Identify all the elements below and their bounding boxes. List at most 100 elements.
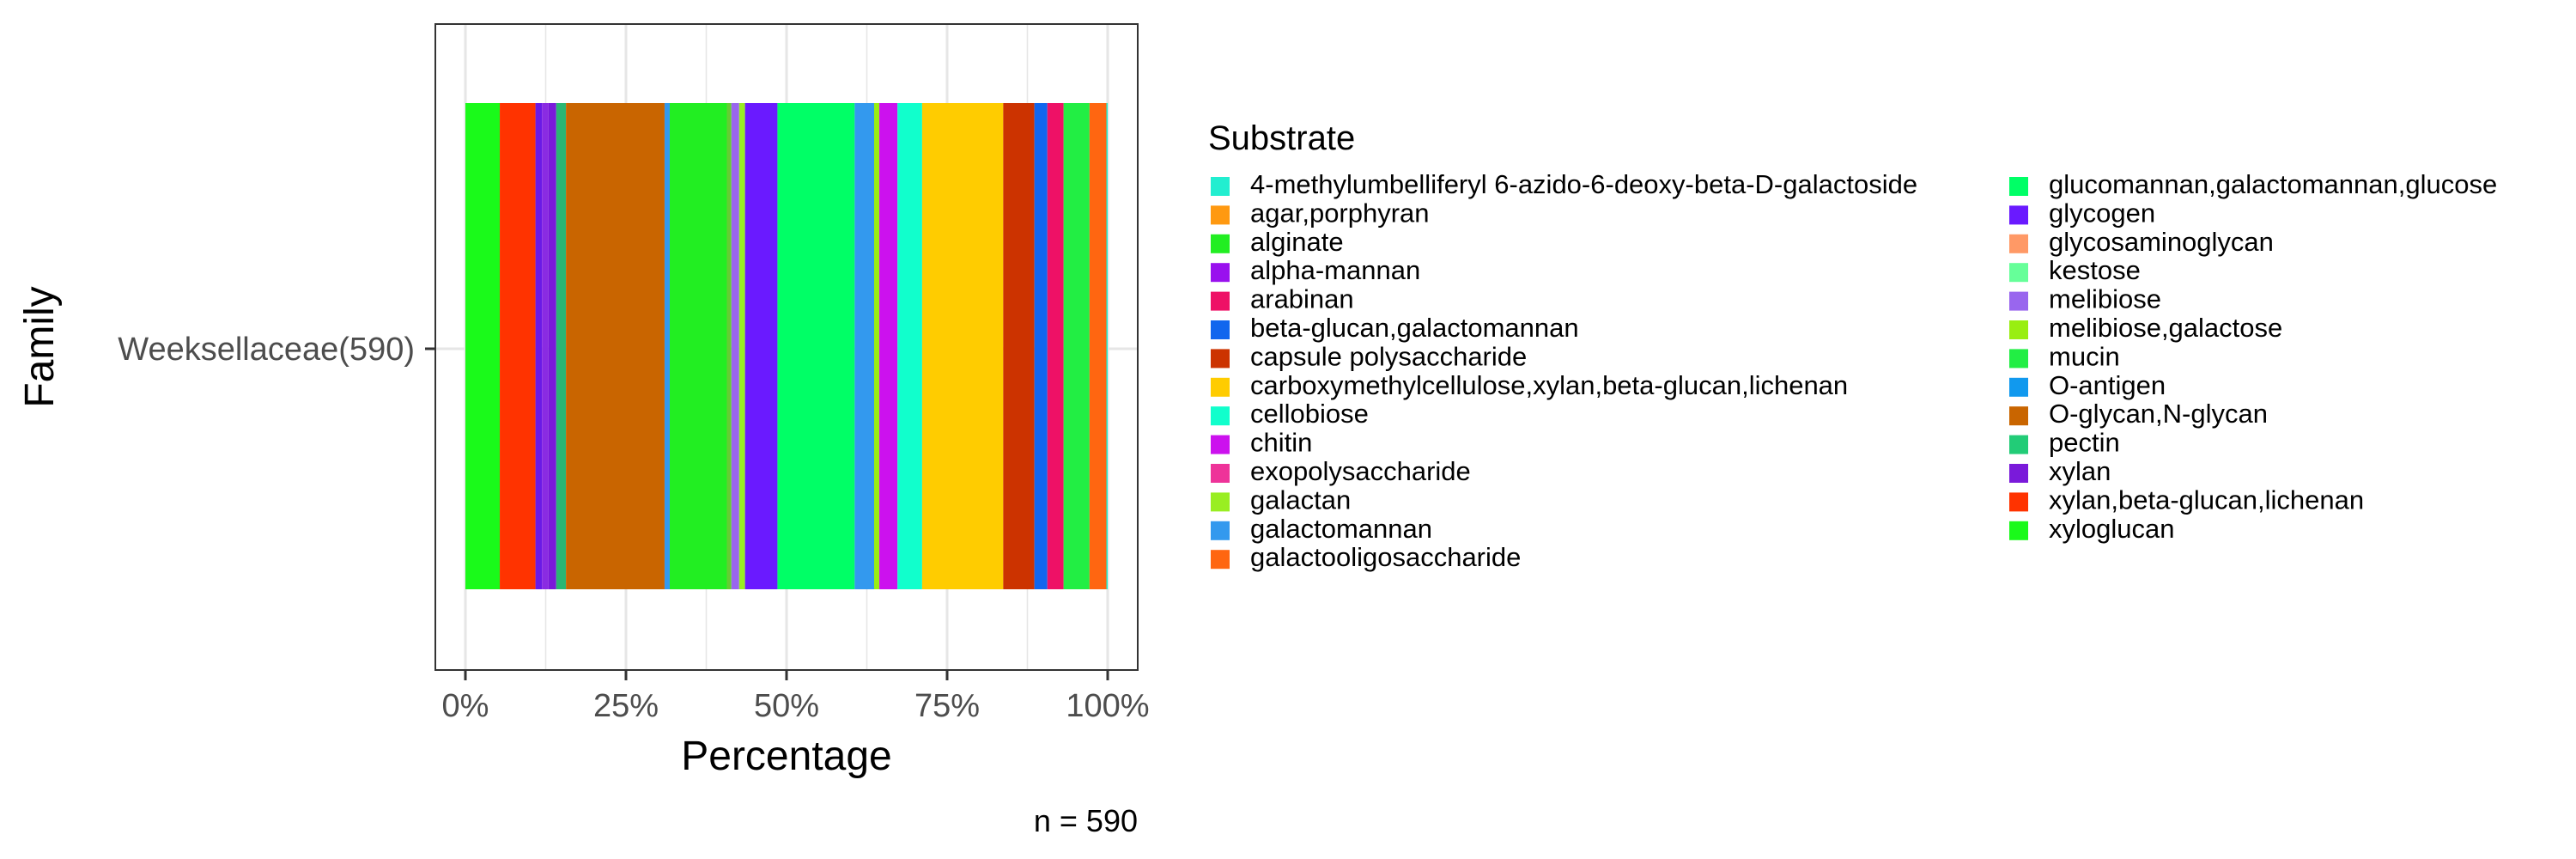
legend-swatch — [1211, 492, 1230, 512]
legend-label: melibiose — [2049, 284, 2161, 314]
bar-segment: O-glycan,N-glycan — [556, 103, 567, 589]
legend-swatch — [2009, 377, 2028, 397]
legend-item: xylan — [2009, 456, 2111, 486]
legend-item: alpha-mannan — [1211, 255, 1420, 285]
bar-segment: O-glycan,N-glycan — [566, 103, 665, 589]
legend-label: 4-methylumbelliferyl 6-azido-6-deoxy-bet… — [1250, 169, 1917, 199]
bar-segment: xyloglucan — [465, 103, 501, 589]
legend-item: galactooligosaccharide — [1211, 542, 1521, 572]
bar-segment: beta-glucan,galactomannan — [1034, 103, 1048, 589]
bar-segment: alginate — [670, 103, 727, 589]
legend-label: cellobiose — [1250, 399, 1369, 429]
legend-label: xylan — [2049, 456, 2111, 486]
bar-segment: xylan — [548, 103, 556, 589]
bar-segment: chitin — [879, 103, 898, 589]
legend-swatch — [2009, 263, 2028, 283]
legend-item: melibiose — [2009, 284, 2161, 314]
x-axis-title: Percentage — [681, 734, 892, 779]
x-tick-label: 75% — [914, 688, 980, 724]
legend-label: kestose — [2049, 255, 2141, 285]
legend-swatch — [1211, 291, 1230, 311]
legend-item: kestose — [2009, 255, 2141, 285]
legend-item: xylan,beta-glucan,lichenan — [2009, 484, 2364, 515]
legend-swatch — [2009, 234, 2028, 253]
legend-item: melibiose,galactose — [2009, 313, 2282, 343]
legend-label: glycosaminoglycan — [2049, 227, 2274, 257]
legend-label: galactomannan — [1250, 514, 1432, 544]
legend-label: carboxymethylcellulose,xylan,beta-glucan… — [1250, 370, 1848, 400]
y-axis-title: Family — [17, 286, 63, 407]
legend-item: beta-glucan,galactomannan — [1211, 313, 1579, 343]
y-axis: Weeksellaceae(590) — [118, 332, 435, 368]
legend-label: galactooligosaccharide — [1250, 542, 1521, 572]
legend-title: Substrate — [1208, 119, 1355, 157]
legend-swatch — [2009, 349, 2028, 369]
bar-segment: glucomannan,galactomannan,glucose — [777, 103, 855, 589]
legend-item: O-antigen — [2009, 370, 2166, 400]
legend-swatch — [2009, 492, 2028, 512]
bar-segment: 4-methylumbelliferyl 6-azido-6-deoxy-bet… — [1106, 103, 1108, 589]
legend-item: glycosaminoglycan — [2009, 227, 2274, 257]
legend-item: galactan — [1211, 484, 1351, 515]
bar-segment: galactomannan — [664, 103, 670, 589]
legend-label: xyloglucan — [2049, 514, 2174, 544]
legend-item: mucin — [2009, 341, 2120, 371]
x-tick-label: 50% — [754, 688, 819, 724]
legend-label: exopolysaccharide — [1250, 456, 1471, 486]
legend-swatch — [2009, 320, 2028, 339]
legend-swatch — [2009, 205, 2028, 225]
caption: n = 590 — [1034, 803, 1138, 838]
bar-segment: galactooligosaccharide — [1089, 103, 1107, 589]
legend-label: O-antigen — [2049, 370, 2166, 400]
legend-item: agar,porphyran — [1211, 198, 1430, 228]
legend-label: melibiose,galactose — [2049, 313, 2282, 343]
legend-item: arabinan — [1211, 284, 1354, 314]
y-tick-label: Weeksellaceae(590) — [118, 332, 415, 368]
x-tick-label: 0% — [442, 688, 489, 724]
legend-swatch — [2009, 177, 2028, 196]
legend-label: arabinan — [1250, 284, 1354, 314]
legend-label: pectin — [2049, 428, 2120, 458]
legend-swatch — [2009, 435, 2028, 454]
legend-item: chitin — [1211, 428, 1312, 458]
legend-label: beta-glucan,galactomannan — [1250, 313, 1579, 343]
legend-swatch — [1211, 320, 1230, 339]
legend-item: capsule polysaccharide — [1211, 341, 1527, 371]
legend-item: xyloglucan — [2009, 514, 2174, 544]
legend-swatch — [1211, 349, 1230, 369]
legend-swatch — [2009, 291, 2028, 311]
legend-label: agar,porphyran — [1250, 198, 1430, 228]
bar-segment: melibiose,galactose — [874, 103, 880, 589]
bar-segment: galactan — [738, 103, 745, 589]
legend-label: galactan — [1250, 484, 1351, 515]
legend-label: chitin — [1250, 428, 1312, 458]
legend-item: carboxymethylcellulose,xylan,beta-glucan… — [1211, 370, 1848, 400]
legend-swatch — [2009, 521, 2028, 540]
bar-segment: galactomannan — [854, 103, 874, 589]
legend-item: 4-methylumbelliferyl 6-azido-6-deoxy-bet… — [1211, 169, 1917, 199]
bar-segment: carboxymethylcellulose,xylan,beta-glucan… — [921, 103, 1004, 589]
bar-segment: capsule polysaccharide — [1003, 103, 1035, 589]
bar-segment: arabinan — [1047, 103, 1064, 589]
legend-label: xylan,beta-glucan,lichenan — [2049, 484, 2364, 515]
legend-swatch — [1211, 464, 1230, 483]
legend-label: capsule polysaccharide — [1250, 341, 1527, 371]
legend-item: galactomannan — [1211, 514, 1432, 544]
legend-swatch — [1211, 435, 1230, 454]
bar-segment: cellobiose — [897, 103, 922, 589]
legend-item: glycogen — [2009, 198, 2155, 228]
bar-segments: xyloglucanxylan,beta-glucan,lichenanglyc… — [465, 103, 1108, 589]
legend-item: alginate — [1211, 227, 1344, 257]
legend-label: O-glycan,N-glycan — [2049, 399, 2268, 429]
bar-segment: melibiose — [731, 103, 739, 589]
legend-item: glucomannan,galactomannan,glucose — [2009, 169, 2497, 199]
legend-item: O-glycan,N-glycan — [2009, 399, 2268, 429]
legend-label: glucomannan,galactomannan,glucose — [2049, 169, 2497, 199]
legend-swatch — [1211, 377, 1230, 397]
legend-swatch — [1211, 177, 1230, 196]
legend-label: glycogen — [2049, 198, 2155, 228]
legend-swatch — [2009, 406, 2028, 426]
bar-segment: melibiose — [726, 103, 732, 589]
